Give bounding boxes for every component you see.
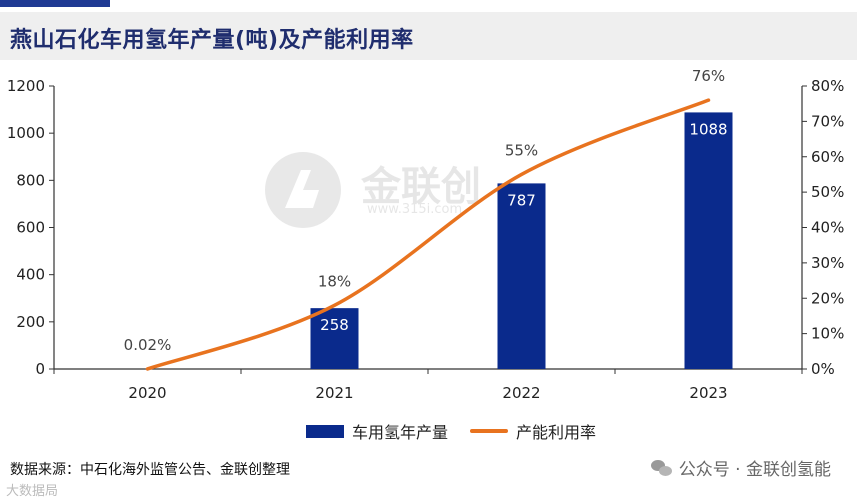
chart-title: 燕山石化车用氢年产量(吨)及产能利用率	[10, 28, 414, 53]
y-right-tick-label: 0%	[811, 360, 835, 378]
y-right-tick-label: 20%	[811, 289, 844, 307]
y-left-tick-label: 1200	[7, 77, 45, 95]
bar-value-label: 258	[320, 316, 349, 334]
bar-2022	[497, 183, 546, 369]
watermark-logo-icon	[265, 152, 341, 228]
x-tick-label: 2023	[689, 384, 727, 402]
corner-mark: 大数据局	[6, 484, 59, 499]
x-tick-label: 2021	[315, 384, 353, 402]
wechat-icon	[650, 459, 673, 477]
watermark: 金联创 www.315i.com	[263, 150, 481, 234]
y-right-tick-label: 80%	[811, 77, 844, 95]
line-point-label: 76%	[692, 67, 725, 85]
footer-brand: 公众号 · 金联创氢能	[650, 455, 831, 480]
y-right-tick-label: 50%	[811, 183, 844, 201]
x-tick-label: 2022	[502, 384, 540, 402]
legend-bar-swatch	[306, 424, 344, 438]
title-bar: 燕山石化车用氢年产量(吨)及产能利用率	[0, 12, 857, 60]
bar-value-label: 787	[507, 191, 536, 209]
chart: 0 200 400 600 800 1000 1200 0% 10% 20% 30% 40% 50% 60…	[7, 67, 845, 402]
legend-item-bar: 车用氢年产量	[306, 419, 448, 443]
source-note: 数据来源：中石化海外监管公告、金联创整理	[10, 462, 290, 478]
y-right-tick-label: 60%	[811, 148, 844, 166]
y-left-tick-label: 800	[16, 171, 45, 189]
y-right-tick-label: 10%	[811, 325, 844, 343]
footer-brand-text: 公众号 · 金联创氢能	[678, 460, 831, 480]
legend: 车用氢年产量 产能利用率	[0, 419, 857, 443]
watermark-brand: 金联创	[361, 164, 481, 210]
x-tick-label: 2020	[128, 384, 166, 402]
y-left-tick-label: 0	[35, 360, 45, 378]
bar-2023	[684, 112, 733, 369]
bar-2021	[310, 308, 359, 369]
legend-item-line: 产能利用率	[470, 419, 596, 443]
y-left-tick-label: 600	[16, 219, 45, 237]
watermark-url: www.315i.com	[367, 202, 463, 217]
line-point-label: 55%	[505, 141, 538, 159]
y-left-tick-label: 200	[16, 313, 45, 331]
title-accent-bar	[0, 0, 110, 7]
y-left-tick-label: 400	[16, 266, 45, 284]
y-left-tick-label: 1000	[7, 124, 45, 142]
y-right-tick-label: 40%	[811, 219, 844, 237]
legend-line-label: 产能利用率	[516, 423, 597, 442]
legend-bar-label: 车用氢年产量	[352, 423, 449, 442]
y-right-tick-label: 70%	[811, 112, 844, 130]
line-point-label: 0.02%	[124, 336, 172, 354]
legend-line-swatch	[470, 429, 508, 433]
bar-value-label: 1088	[689, 120, 727, 138]
line-point-label: 18%	[318, 272, 351, 290]
line-series-utilization	[145, 98, 711, 371]
y-right-tick-label: 30%	[811, 254, 844, 272]
